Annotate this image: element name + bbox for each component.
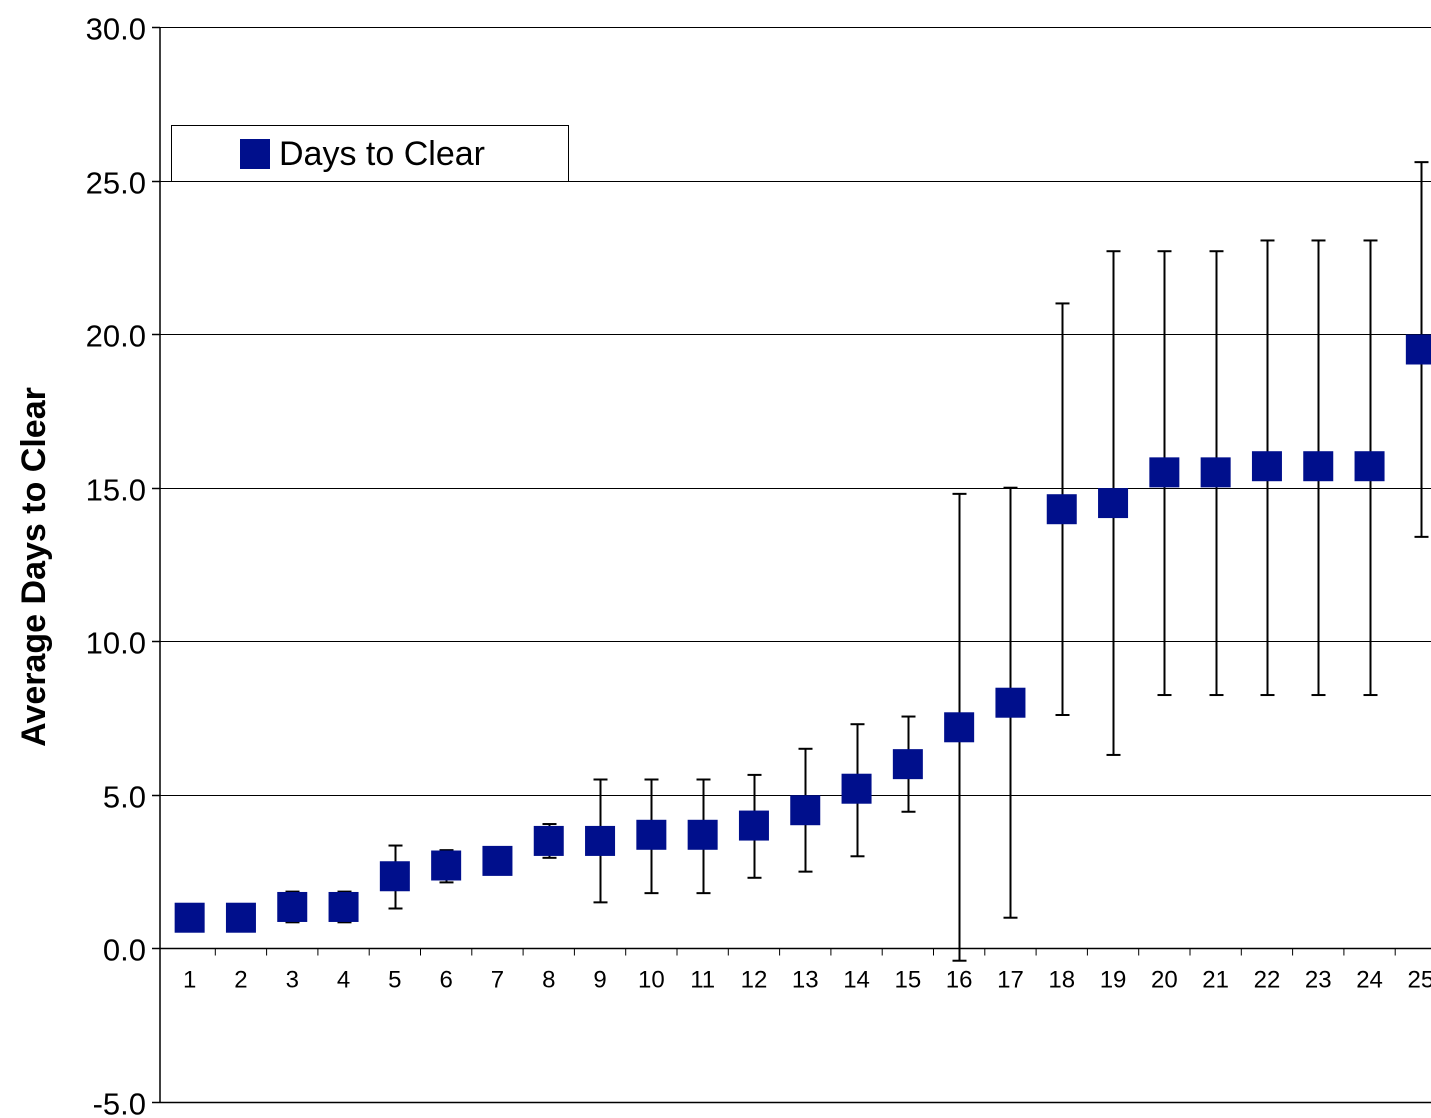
data-point: [944, 712, 975, 743]
y-tick-label: 20.0: [86, 319, 146, 354]
x-tick-label: 7: [491, 967, 504, 994]
legend: Days to Clear: [171, 125, 569, 182]
data-point: [636, 819, 667, 850]
x-tick-label: 16: [946, 967, 973, 994]
data-point: [379, 861, 410, 892]
data-point: [1354, 451, 1385, 482]
x-tick-label: 23: [1305, 967, 1332, 994]
data-point: [225, 902, 256, 933]
y-tick-label: 15.0: [86, 473, 146, 508]
x-tick-label: 8: [542, 967, 555, 994]
data-point: [790, 795, 821, 826]
data-point: [1046, 494, 1077, 525]
x-tick-label: 11: [690, 967, 715, 994]
data-point: [174, 902, 205, 933]
data-point: [585, 825, 616, 856]
x-tick-label: 6: [439, 967, 452, 994]
x-tick-label: 15: [894, 967, 921, 994]
data-point: [482, 845, 513, 876]
x-tick-label: 22: [1254, 967, 1281, 994]
x-tick-label: 24: [1356, 967, 1383, 994]
y-tick-label: -5.0: [93, 1087, 146, 1118]
data-point: [1251, 451, 1282, 482]
x-tick-label: 1: [183, 967, 196, 994]
error-bars: [285, 161, 1429, 962]
data-point: [1098, 488, 1129, 519]
data-point: [1405, 334, 1431, 365]
x-tick-label: 21: [1202, 967, 1229, 994]
data-point: [995, 687, 1026, 718]
data-point: [328, 891, 359, 922]
legend-label: Days to Clear: [279, 135, 485, 173]
data-point: [431, 850, 462, 881]
x-tick-label: 25: [1407, 967, 1431, 994]
y-tick-label: 25.0: [86, 166, 146, 201]
x-tick-label: 12: [741, 967, 768, 994]
x-tick-label: 17: [997, 967, 1024, 994]
y-tick-label: 5.0: [103, 780, 146, 815]
data-point: [1200, 457, 1231, 488]
data-point: [738, 810, 769, 841]
x-tick-label: 13: [792, 967, 819, 994]
data-point: [687, 819, 718, 850]
y-tick-label: 0.0: [103, 933, 146, 968]
x-tick-label: 10: [638, 967, 665, 994]
data-point: [277, 891, 308, 922]
y-tick-label: 30.0: [86, 12, 146, 47]
data-point: [1303, 451, 1334, 482]
tick-labels: -5.00.05.010.015.020.025.030.01 2 3 4 5 6 7 8 9 1…: [86, 12, 1431, 1118]
data-point: [1149, 457, 1180, 488]
data-point: [892, 749, 923, 780]
x-tick-label: 14: [843, 967, 870, 994]
axes: [152, 26, 1431, 1104]
x-tick-label: 5: [388, 967, 401, 994]
data-point: [841, 773, 872, 804]
y-axis-title: Average Days to Clear: [15, 387, 53, 747]
x-tick-label: 9: [593, 967, 606, 994]
legend-swatch: [240, 139, 270, 169]
x-tick-label: 20: [1151, 967, 1178, 994]
legend-box: [171, 125, 569, 182]
y-tick-label: 10.0: [86, 626, 146, 661]
x-tick-label: 2: [234, 967, 247, 994]
data-points: [174, 334, 1431, 933]
x-tick-label: 18: [1048, 967, 1075, 994]
x-tick-label: 19: [1100, 967, 1127, 994]
data-point: [533, 825, 564, 856]
x-tick-label: 4: [337, 967, 350, 994]
x-tick-label: 3: [286, 967, 299, 994]
